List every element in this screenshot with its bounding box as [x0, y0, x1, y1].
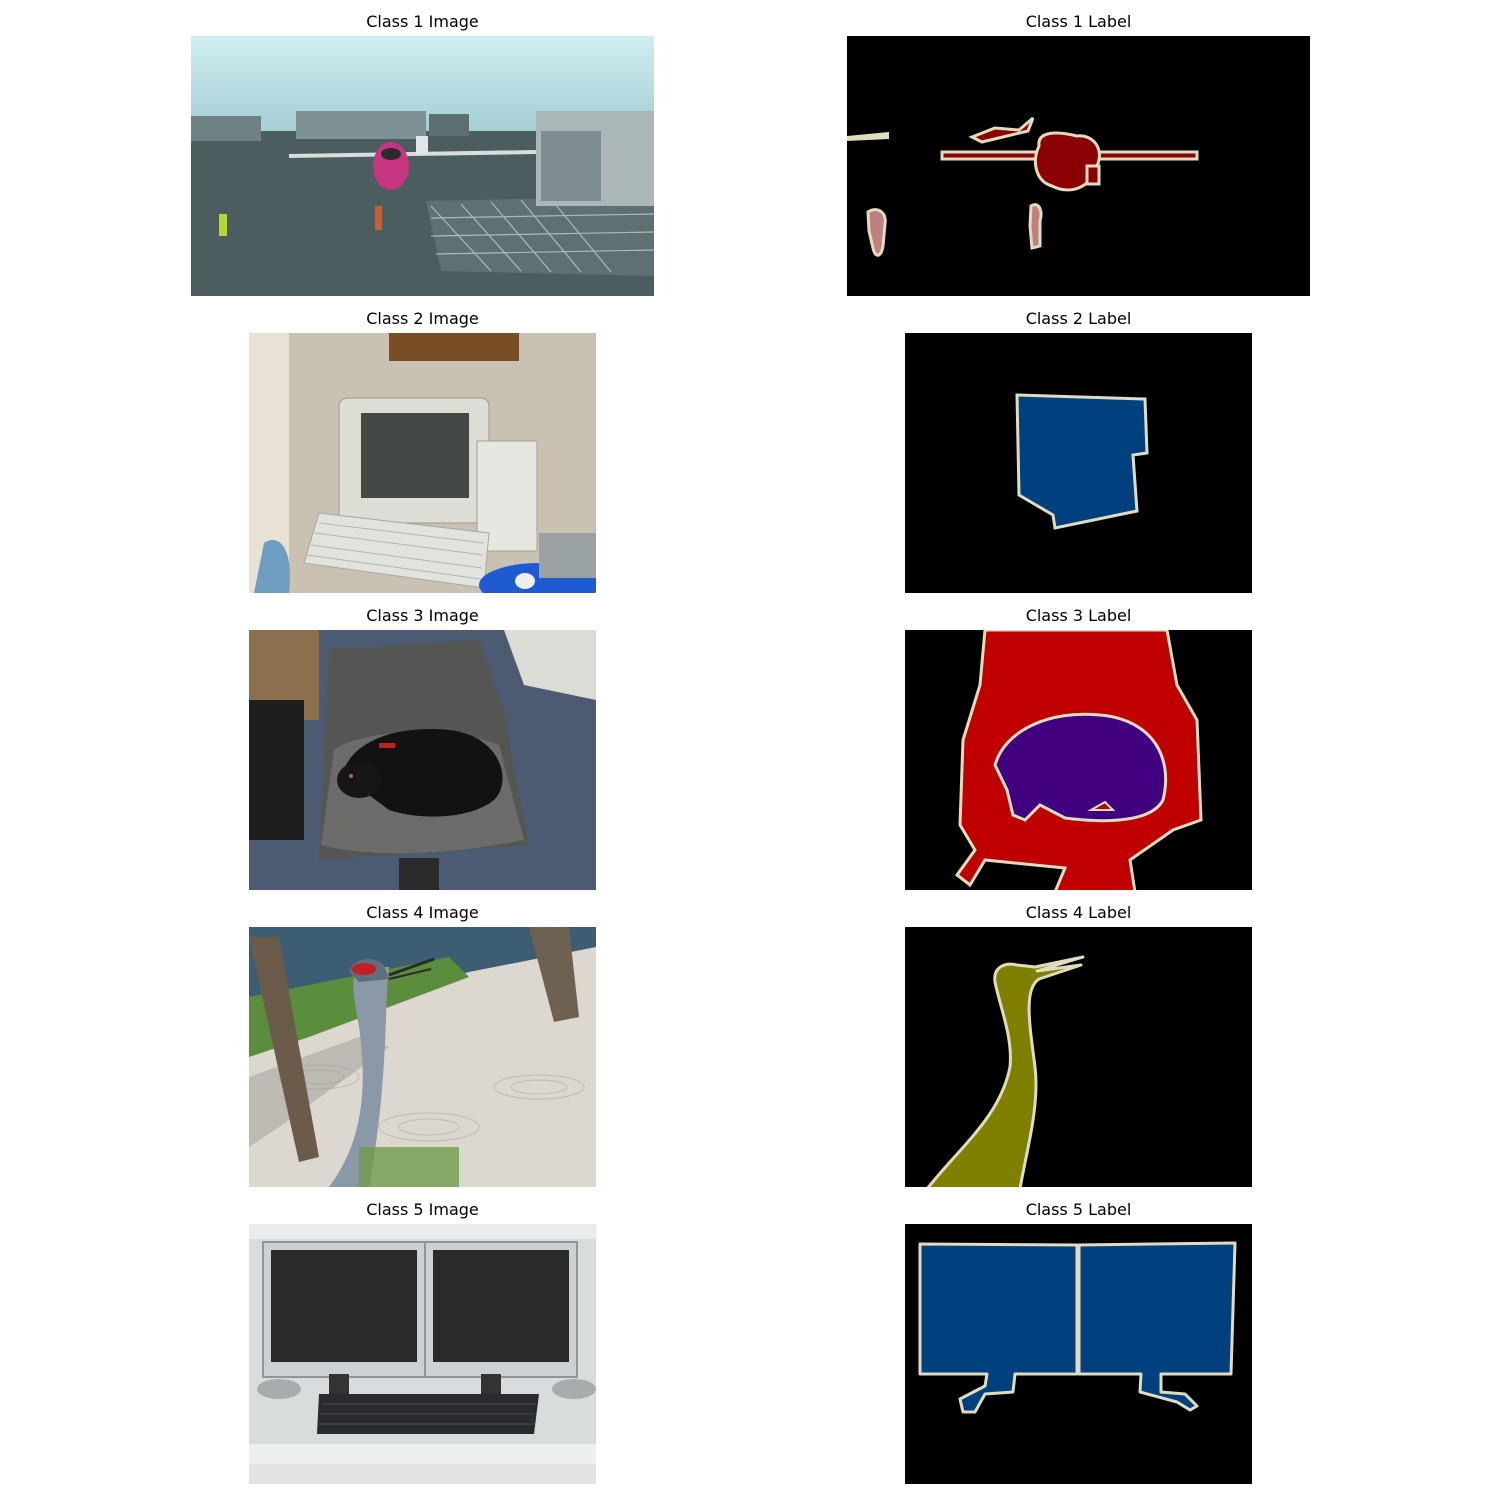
- row-3-image-title: Class 3 Image: [366, 606, 479, 625]
- row-2-label-title: Class 2 Label: [1025, 309, 1132, 328]
- row-1-image-panel: Class 1 Image: [191, 12, 654, 302]
- row-3-label-mask: [905, 630, 1252, 890]
- row-2-image-title: Class 2 Image: [366, 309, 479, 328]
- row-1-label-title: Class 1 Label: [1025, 12, 1132, 31]
- row-5-label-panel: Class 5 Label: [905, 1200, 1252, 1490]
- row-4-photo: [249, 927, 596, 1187]
- row-3-image-panel: Class 3 Image: [249, 606, 596, 896]
- row-2-label-panel: Class 2 Label: [905, 309, 1252, 599]
- row-1-photo: [191, 36, 654, 296]
- row-2-label-mask: [905, 333, 1252, 593]
- row-2-photo: [249, 333, 596, 593]
- row-5-image-title: Class 5 Image: [366, 1200, 479, 1219]
- row-3-label-title: Class 3 Label: [1025, 606, 1132, 625]
- row-5-image-panel: Class 5 Image: [249, 1200, 596, 1490]
- row-2-image-panel: Class 2 Image: [249, 309, 596, 599]
- row-4-image-title: Class 4 Image: [366, 903, 479, 922]
- row-5-label-mask: [905, 1224, 1252, 1484]
- row-4-label-mask: [905, 927, 1252, 1187]
- row-4-label-title: Class 4 Label: [1025, 903, 1132, 922]
- row-3-photo: [249, 630, 596, 890]
- row-1-label-panel: Class 1 Label: [847, 12, 1310, 302]
- row-1-label-mask: [847, 36, 1310, 296]
- row-5-label-title: Class 5 Label: [1025, 1200, 1132, 1219]
- row-4-image-panel: Class 4 Image: [249, 903, 596, 1193]
- row-1-image-title: Class 1 Image: [366, 12, 479, 31]
- row-4-label-panel: Class 4 Label: [905, 903, 1252, 1193]
- row-3-label-panel: Class 3 Label: [905, 606, 1252, 896]
- row-5-photo: [249, 1224, 596, 1484]
